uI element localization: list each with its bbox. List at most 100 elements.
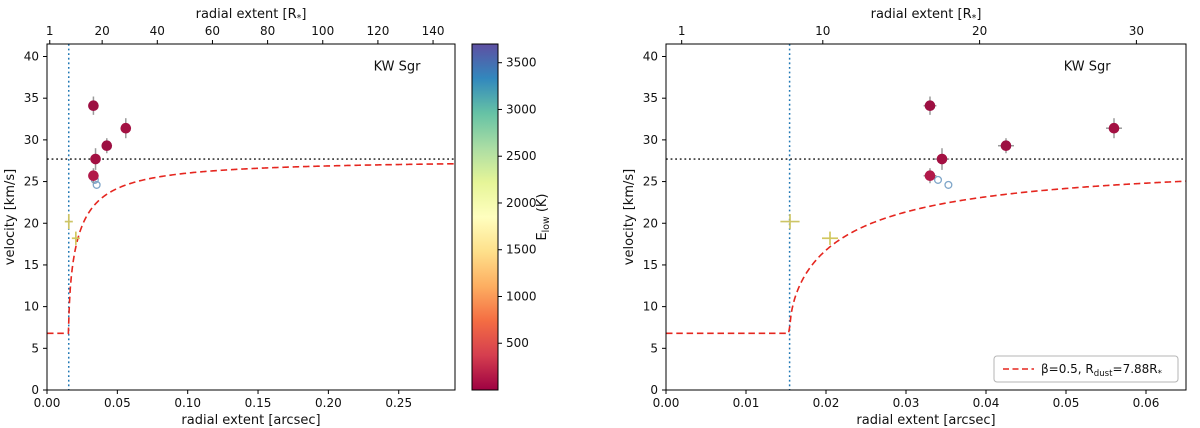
- x-tick-label: 0.00: [34, 396, 61, 410]
- measurement-marker: [90, 153, 101, 165]
- measurement-marker: [1108, 122, 1120, 134]
- top-tick-label: 80: [260, 24, 275, 38]
- data-point: [923, 168, 937, 184]
- top-tick-label: 20: [972, 24, 987, 38]
- axes-frame: [46, 43, 456, 391]
- legend-label: β=0.5, Rdust=7.88R*: [1041, 362, 1163, 379]
- y-tick-label: 5: [650, 341, 658, 355]
- top-axis-label: radial extent [R*]: [871, 7, 982, 24]
- limit-cross-marker: [71, 231, 80, 245]
- open-circle-marker: [92, 180, 101, 189]
- beta-law-curve: [47, 162, 456, 335]
- colorbar-frame: [471, 43, 499, 391]
- y-axis-label: velocity [km/s]: [3, 169, 18, 265]
- y-tick-label: 25: [643, 175, 658, 189]
- limit-cross-marker: [822, 231, 838, 245]
- y-tick-label: 0: [31, 383, 39, 397]
- x-tick-label: 0.15: [245, 396, 272, 410]
- y-tick-label: 20: [643, 216, 658, 230]
- x-tick-label: 0.05: [104, 396, 131, 410]
- measurement-marker: [924, 170, 936, 182]
- top-tick-label: 10: [815, 24, 830, 38]
- colorbar-tick-label: 1500: [506, 243, 537, 257]
- panel-right: 0.00 0.01 0.02 0.03 0.04 0.05 0.06 0 5 10 15 20 25 30…: [622, 7, 1187, 428]
- x-tick-label: 0.06: [1133, 396, 1160, 410]
- x-tick-label: 0.20: [315, 396, 342, 410]
- y-tick-label: 10: [643, 300, 658, 314]
- panel-left: 0.00 0.05 0.10 0.15 0.20 0.25 0 5 10 15 20 25 30 35 40…: [3, 7, 456, 428]
- colorbar-tick-label: 2500: [506, 149, 537, 163]
- y-tick-label: 40: [643, 50, 658, 64]
- measurement-marker: [101, 140, 113, 152]
- x-tick-label: 0.00: [653, 396, 680, 410]
- colorbar-tick-label: 3500: [506, 56, 537, 70]
- limit-cross-marker: [64, 214, 73, 230]
- colorbar-gradient: [472, 44, 498, 390]
- data-point: [120, 118, 132, 139]
- legend: β=0.5, Rdust=7.88R*: [993, 355, 1179, 383]
- y-tick-label: 30: [24, 133, 39, 147]
- x-tick-label: 0.05: [1053, 396, 1080, 410]
- x-tick-label: 0.03: [893, 396, 920, 410]
- x-axis-label: radial extent [arcsec]: [856, 413, 995, 428]
- x-tick-label: 0.02: [813, 396, 840, 410]
- top-tick-label: 60: [205, 24, 220, 38]
- x-axis-label: radial extent [arcsec]: [181, 413, 320, 428]
- colorbar-tick-label: 500: [506, 336, 529, 350]
- top-tick-label: 140: [422, 24, 445, 38]
- data-point: [934, 148, 950, 170]
- source-name-annotation: KW Sgr: [1064, 59, 1112, 74]
- measurement-marker: [936, 153, 948, 165]
- x-tick-label: 0.01: [733, 396, 760, 410]
- measurement-marker: [120, 122, 132, 134]
- colorbar: 500 1000 1500 2000 2500 3000 3500 Elow (K): [471, 43, 552, 391]
- axes-frame: [665, 43, 1187, 391]
- measurement-marker: [88, 100, 99, 111]
- top-tick-label: 30: [1129, 24, 1144, 38]
- y-tick-label: 10: [24, 300, 39, 314]
- measurement-marker: [88, 170, 99, 182]
- data-point: [101, 138, 113, 154]
- y-tick-label: 35: [643, 91, 658, 105]
- top-tick-label: 40: [150, 24, 165, 38]
- y-tick-label: 30: [643, 133, 658, 147]
- data-point: [923, 96, 937, 115]
- colorbar-tick-label: 3000: [506, 102, 537, 116]
- y-tick-label: 35: [24, 91, 39, 105]
- y-tick-label: 15: [643, 258, 658, 272]
- top-tick-label: 20: [95, 24, 110, 38]
- data-point: [998, 138, 1014, 154]
- open-circle-marker: [933, 175, 943, 184]
- data-point: [1106, 118, 1122, 139]
- limit-cross-marker: [780, 214, 800, 230]
- colorbar-tick-label: 2000: [506, 196, 537, 210]
- top-tick-label: 100: [311, 24, 334, 38]
- top-tick-label: 1: [678, 24, 686, 38]
- y-tick-label: 15: [24, 258, 39, 272]
- colorbar-label: Elow (K): [535, 193, 552, 240]
- y-tick-label: 25: [24, 175, 39, 189]
- legend-box: [993, 355, 1179, 383]
- source-name-annotation: KW Sgr: [374, 59, 422, 74]
- x-tick-label: 0.04: [973, 396, 1000, 410]
- y-tick-label: 5: [31, 341, 39, 355]
- measurement-marker: [924, 100, 936, 111]
- data-point: [90, 148, 101, 170]
- y-tick-label: 0: [650, 383, 658, 397]
- y-tick-label: 40: [24, 50, 39, 64]
- top-tick-label: 1: [46, 24, 54, 38]
- colorbar-tick-label: 1000: [506, 289, 537, 303]
- x-tick-label: 0.10: [174, 396, 201, 410]
- beta-law-curve: [666, 180, 1187, 335]
- top-axis-label: radial extent [R*]: [196, 7, 307, 24]
- x-tick-label: 0.25: [385, 396, 412, 410]
- y-tick-label: 20: [24, 216, 39, 230]
- top-tick-label: 120: [366, 24, 389, 38]
- data-point: [88, 168, 99, 184]
- y-axis-label: velocity [km/s]: [622, 169, 637, 265]
- open-circle-marker: [944, 180, 953, 189]
- data-point: [88, 96, 99, 115]
- measurement-marker: [1000, 140, 1012, 152]
